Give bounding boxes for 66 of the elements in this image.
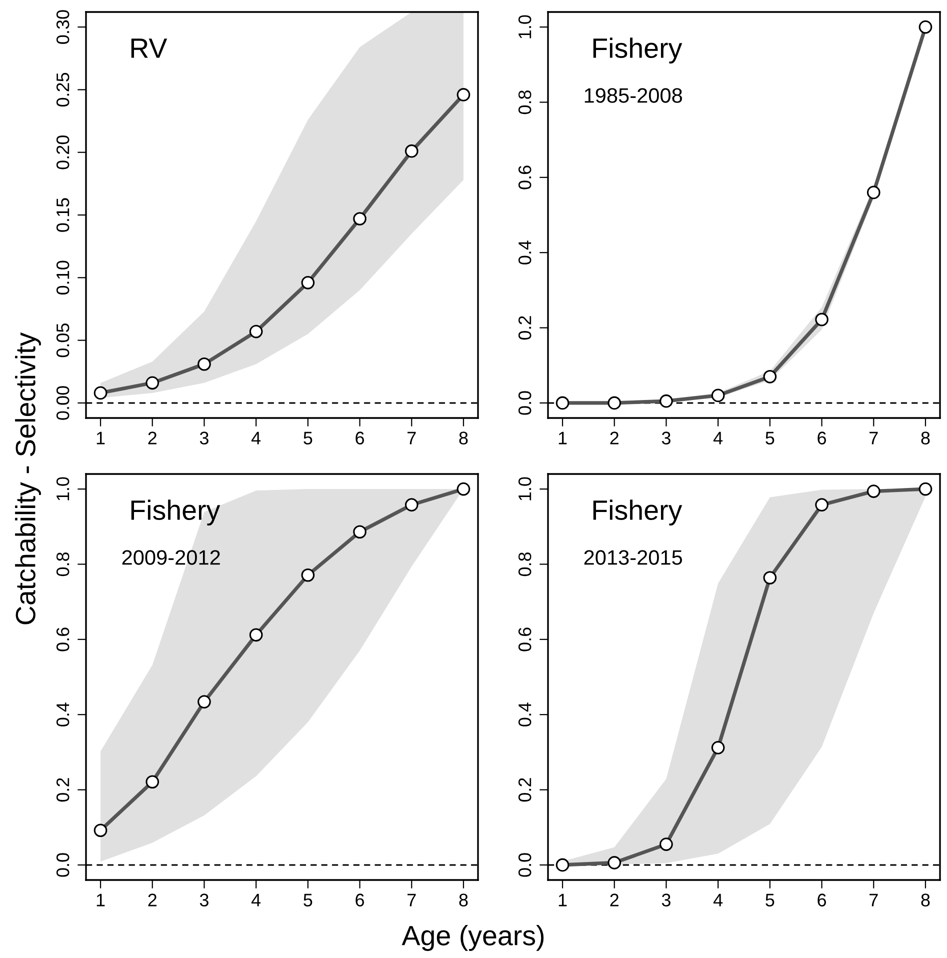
y-tick-label: 0.15 [56,198,70,232]
x-tick-label: 7 [408,432,416,444]
y-tick-label: 1.0 [56,477,70,500]
y-tick-label: 0.4 [518,240,532,264]
x-tick-label: 7 [870,894,878,906]
x-tick-label: 8 [459,894,468,906]
y-tick-label: 0.6 [518,628,532,652]
x-tick-label: 1 [96,894,105,906]
y-tick-label: 0.2 [518,316,532,340]
y-tick-label: 0.10 [56,260,70,295]
x-tick-label: 6 [818,432,826,444]
x-tick-label: 4 [713,894,723,906]
y-tick-label: 0.05 [56,323,70,358]
x-tick-label: 4 [713,432,723,444]
x-axis-title: Age (years) [402,925,544,951]
y-tick-label: 0.6 [518,166,532,190]
y-tick-label: 0.20 [56,135,70,170]
y-tick-label: 0.2 [518,778,532,802]
x-tick-label: 5 [304,894,312,906]
x-tick-label: 8 [921,894,930,906]
y-tick-label: 0.4 [56,702,70,726]
text: 2013-2015 [584,550,682,565]
x-tick-label: 6 [356,432,364,444]
x-tick-label: 3 [662,432,670,444]
x-tick-label: 8 [921,432,930,444]
x-tick-label: 4 [251,432,261,444]
x-tick-label: 1 [558,432,567,444]
y-tick-label: 1.0 [518,477,532,500]
y-tick-label: 0.0 [518,391,532,415]
x-tick-label: 3 [200,894,208,906]
y-tick-label: 0.6 [56,628,70,652]
text: RV [131,38,168,58]
x-tick-label: 5 [766,432,774,444]
x-tick-label: 1 [96,432,105,444]
x-tick-label: 6 [356,894,364,906]
x-tick-label: 5 [304,432,312,444]
text: Fishery [131,500,220,526]
x-tick-label: 7 [408,894,416,906]
x-tick-label: 8 [459,432,468,444]
x-tick-label: 2 [148,894,156,906]
x-tick-label: 7 [870,432,878,444]
x-tick-label: 2 [610,432,618,444]
text: Fishery [593,500,682,526]
text: 1985-2008 [584,88,682,103]
x-tick-label: 3 [200,432,208,444]
y-tick-label: 0.0 [518,853,532,877]
x-tick-label: 2 [148,432,156,444]
y-tick-label: 0.8 [518,552,532,576]
x-tick-label: 6 [818,894,826,906]
y-tick-label: 0.4 [518,702,532,726]
x-tick-label: 2 [610,894,618,906]
text: 2009-2012 [122,550,220,565]
y-tick-label: 0.8 [56,552,70,576]
x-tick-label: 1 [558,894,567,906]
x-tick-label: 5 [766,894,774,906]
y-axis-title: Catchability - Selectivity [15,332,41,624]
y-tick-label: 0.8 [518,90,532,114]
text: Fishery [593,38,682,64]
x-tick-label: 3 [662,894,670,906]
x-tick-label: 4 [251,894,261,906]
y-tick-label: 0.00 [56,386,70,420]
y-tick-label: 0.2 [56,778,70,802]
y-tick-label: 0.0 [56,853,70,877]
y-tick-label: 1.0 [518,15,532,38]
y-tick-label: 0.25 [56,72,70,107]
y-tick-label: 0.30 [56,10,70,44]
